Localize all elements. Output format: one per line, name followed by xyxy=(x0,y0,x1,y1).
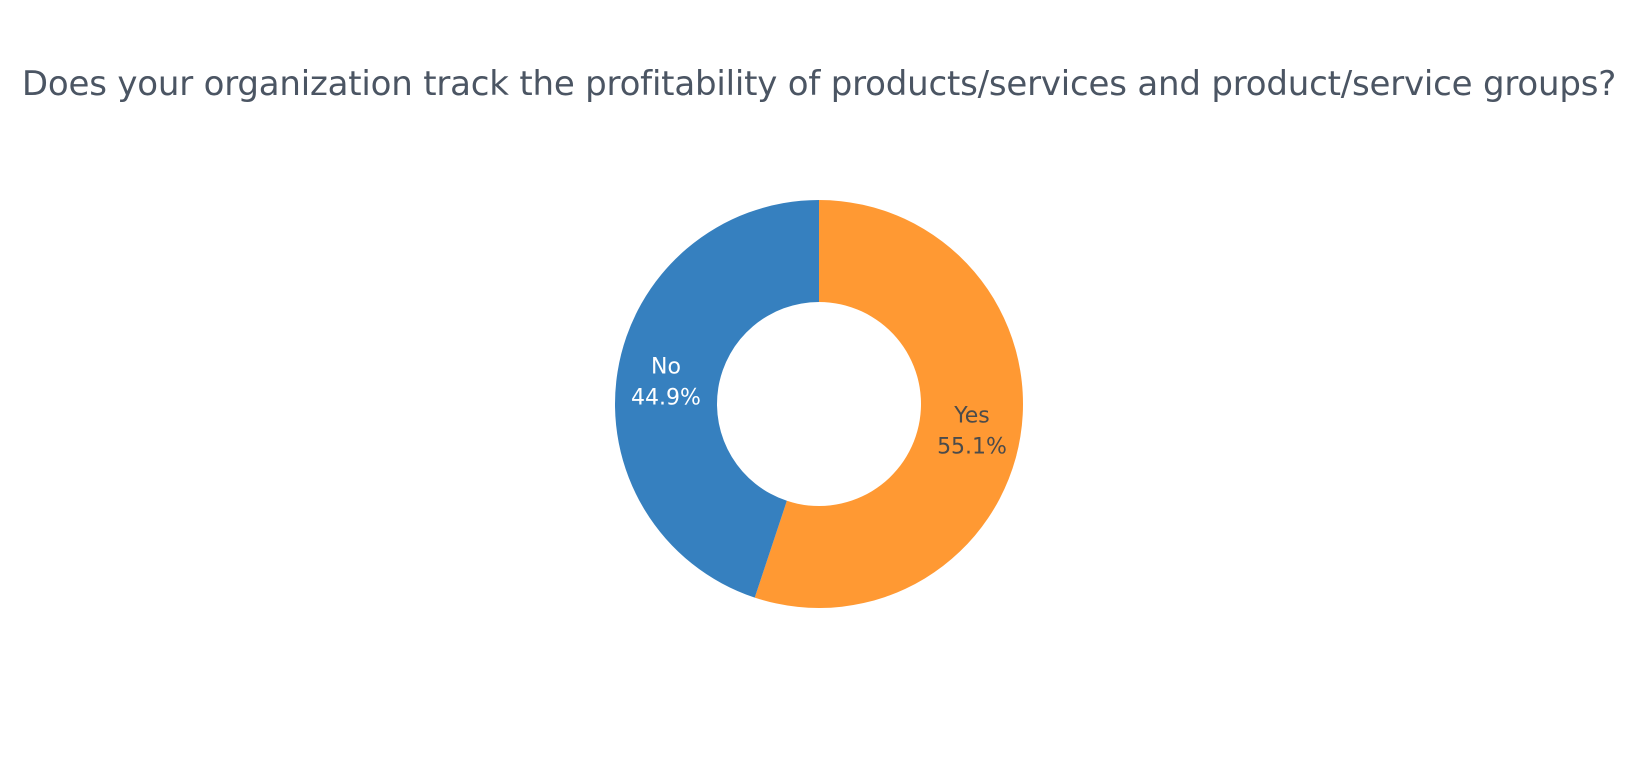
slice-category-label: No xyxy=(651,354,681,379)
slice-yes xyxy=(754,200,1024,608)
slice-label-no: No 44.9% xyxy=(631,354,701,410)
slice-value-label: 44.9% xyxy=(631,385,701,410)
slice-no xyxy=(615,200,819,598)
slice-value-label: 55.1% xyxy=(937,435,1007,460)
slice-label-yes: Yes 55.1% xyxy=(937,404,1007,460)
slice-category-label: Yes xyxy=(953,404,990,429)
chart-title: Does your organization track the profita… xyxy=(21,64,1617,104)
